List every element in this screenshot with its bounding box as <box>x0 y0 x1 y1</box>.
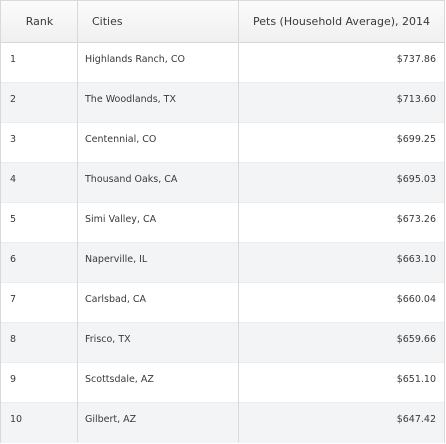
table-row: 8 Frisco, TX $659.66 <box>1 323 444 363</box>
rank-cell: 6 <box>10 254 17 265</box>
pets-cell: $647.42 <box>396 414 436 425</box>
table-row: 3 Centennial, CO $699.25 <box>1 123 444 163</box>
pets-cell: $737.86 <box>396 54 436 65</box>
table-row: 5 Simi Valley, CA $673.26 <box>1 203 444 243</box>
header-cities[interactable]: Cities <box>92 15 123 28</box>
header-pets-average[interactable]: Pets (Household Average), 2014 <box>253 15 430 28</box>
rank-cell: 9 <box>10 374 17 385</box>
pets-cell: $695.03 <box>396 174 436 185</box>
city-cell: Highlands Ranch, CO <box>85 54 185 65</box>
table-header: Rank Cities Pets (Household Average), 20… <box>1 1 444 43</box>
city-cell: Centennial, CO <box>85 134 157 145</box>
column-divider <box>77 1 78 442</box>
city-cell: Gilbert, AZ <box>85 414 137 425</box>
pets-cell: $699.25 <box>396 134 436 145</box>
table-row: 9 Scottsdale, AZ $651.10 <box>1 363 444 403</box>
city-cell: Thousand Oaks, CA <box>85 174 178 185</box>
pets-cell: $713.60 <box>396 94 436 105</box>
city-cell: Naperville, IL <box>85 254 148 265</box>
table-row: 7 Carlsbad, CA $660.04 <box>1 283 444 323</box>
rank-cell: 1 <box>10 54 17 65</box>
pets-cell: $660.04 <box>396 294 436 305</box>
city-cell: Frisco, TX <box>85 334 131 345</box>
rank-cell: 10 <box>10 414 23 425</box>
header-rank[interactable]: Rank <box>25 15 54 28</box>
rank-cell: 3 <box>10 134 17 145</box>
city-cell: Simi Valley, CA <box>85 214 157 225</box>
pets-cell: $663.10 <box>396 254 436 265</box>
rank-cell: 2 <box>10 94 17 105</box>
rank-cell: 4 <box>10 174 17 185</box>
city-cell: Carlsbad, CA <box>85 294 147 305</box>
rank-cell: 5 <box>10 214 17 225</box>
table-row: 10 Gilbert, AZ $647.42 <box>1 403 444 443</box>
column-divider <box>238 1 239 442</box>
pets-cell: $659.66 <box>396 334 436 345</box>
rank-cell: 7 <box>10 294 17 305</box>
city-cell: The Woodlands, TX <box>85 94 176 105</box>
rank-cell: 8 <box>10 334 17 345</box>
table-row: 1 Highlands Ranch, CO $737.86 <box>1 43 444 83</box>
table-row: 4 Thousand Oaks, CA $695.03 <box>1 163 444 203</box>
city-cell: Scottsdale, AZ <box>85 374 154 385</box>
table-row: 2 The Woodlands, TX $713.60 <box>1 83 444 123</box>
table-row: 6 Naperville, IL $663.10 <box>1 243 444 283</box>
pets-cell: $651.10 <box>396 374 436 385</box>
pets-cell: $673.26 <box>396 214 436 225</box>
